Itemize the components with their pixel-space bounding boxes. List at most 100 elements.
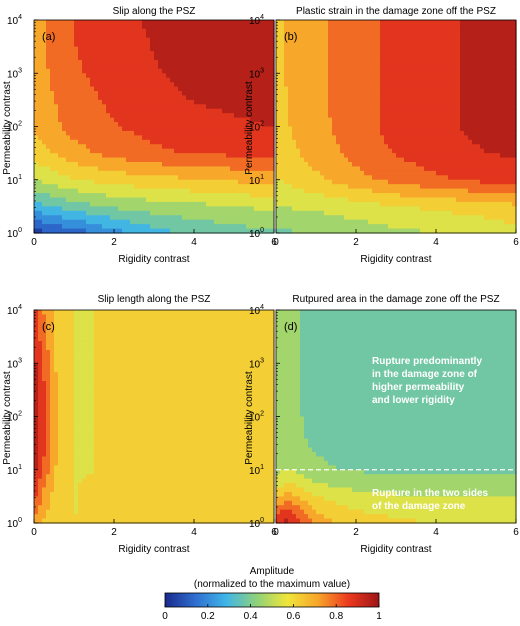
heatmap-cell — [464, 135, 469, 141]
heatmap-cell — [312, 113, 317, 119]
heatmap-cell — [158, 193, 163, 199]
heatmap-cell — [206, 162, 211, 168]
heatmap-cell — [412, 162, 417, 168]
heatmap-cell — [38, 24, 43, 30]
heatmap-cell — [304, 135, 309, 141]
heatmap-cell — [78, 144, 83, 150]
heatmap-cell — [250, 224, 255, 230]
heatmap-cell — [262, 135, 267, 141]
heatmap-cell — [94, 175, 99, 181]
heatmap-cell — [166, 46, 171, 52]
heatmap-cell — [142, 197, 147, 203]
heatmap-cell — [320, 99, 325, 105]
heatmap-cell — [146, 113, 151, 119]
heatmap-cell — [504, 86, 509, 92]
heatmap-cell — [344, 157, 349, 163]
heatmap-cell — [376, 144, 381, 150]
heatmap-cell — [130, 166, 135, 172]
heatmap-cell — [138, 95, 143, 101]
heatmap-cell — [130, 188, 135, 194]
heatmap-cell — [316, 33, 321, 39]
heatmap-cell — [344, 59, 349, 65]
heatmap-cell — [468, 139, 473, 145]
heatmap-cell — [332, 33, 337, 39]
heatmap-cell — [288, 28, 293, 34]
heatmap-cell — [340, 117, 345, 123]
heatmap-cell — [54, 73, 59, 79]
heatmap-cell — [58, 77, 63, 83]
heatmap-cell — [360, 24, 365, 30]
heatmap-cell — [178, 193, 183, 199]
heatmap-cell — [312, 148, 317, 154]
heatmap-cell — [178, 184, 183, 190]
heatmap-cell — [146, 33, 151, 39]
heatmap-cell — [328, 33, 333, 39]
heatmap-cell — [38, 193, 43, 199]
heatmap-cell — [384, 86, 389, 92]
heatmap-cell — [74, 104, 79, 110]
heatmap-cell — [292, 108, 297, 114]
heatmap-cell — [368, 104, 373, 110]
heatmap-cell — [62, 113, 67, 119]
heatmap-cell — [34, 139, 39, 145]
heatmap-cell — [444, 73, 449, 79]
heatmap-cell — [190, 46, 195, 52]
heatmap-cell — [54, 117, 59, 123]
heatmap-cell — [368, 86, 373, 92]
heatmap-cell — [254, 175, 259, 181]
heatmap-cell — [432, 135, 437, 141]
heatmap-cell — [38, 166, 43, 172]
heatmap-cell — [186, 193, 191, 199]
heatmap-cell — [54, 135, 59, 141]
heatmap-cell — [122, 104, 127, 110]
heatmap-cell — [138, 68, 143, 74]
heatmap-cell — [266, 99, 271, 105]
heatmap-cell — [218, 197, 223, 203]
heatmap-cell — [420, 73, 425, 79]
heatmap-cell — [218, 113, 223, 119]
heatmap-cell — [452, 139, 457, 145]
heatmap-cell — [484, 95, 489, 101]
heatmap-cell — [348, 139, 353, 145]
heatmap-cell — [170, 99, 175, 105]
heatmap-cell — [428, 130, 433, 136]
heatmap-cell — [82, 77, 87, 83]
heatmap-cell — [54, 24, 59, 30]
heatmap-cell — [340, 33, 345, 39]
heatmap-cell — [110, 20, 115, 26]
heatmap-cell — [416, 33, 421, 39]
heatmap-cell — [206, 139, 211, 145]
heatmap-cell — [320, 139, 325, 145]
heatmap-cell — [304, 77, 309, 83]
heatmap-cell — [154, 135, 159, 141]
heatmap-cell — [488, 130, 493, 136]
heatmap-cell — [202, 59, 207, 65]
heatmap-cell — [254, 162, 259, 168]
heatmap-cell — [372, 20, 377, 26]
heatmap-cell — [266, 73, 271, 79]
heatmap-cell — [428, 33, 433, 39]
heatmap-cell — [476, 113, 481, 119]
heatmap-cell — [344, 144, 349, 150]
heatmap-cell — [58, 210, 63, 216]
heatmap-cell — [316, 46, 321, 52]
heatmap-cell — [258, 135, 263, 141]
heatmap-cell — [174, 157, 179, 163]
heatmap-cell — [276, 51, 281, 57]
heatmap-cell — [82, 55, 87, 61]
heatmap-cell — [432, 46, 437, 52]
heatmap-cell — [146, 219, 151, 225]
heatmap-cell — [328, 77, 333, 83]
heatmap-cell — [50, 59, 55, 65]
heatmap-cell — [74, 113, 79, 119]
heatmap-cell — [182, 197, 187, 203]
heatmap-cell — [186, 104, 191, 110]
heatmap-cell — [432, 33, 437, 39]
heatmap-cell — [130, 224, 135, 230]
heatmap-cell — [408, 64, 413, 70]
heatmap-cell — [78, 59, 83, 65]
heatmap-cell — [408, 126, 413, 132]
heatmap-cell — [292, 68, 297, 74]
heatmap-cell — [78, 162, 83, 168]
heatmap-cell — [488, 135, 493, 141]
